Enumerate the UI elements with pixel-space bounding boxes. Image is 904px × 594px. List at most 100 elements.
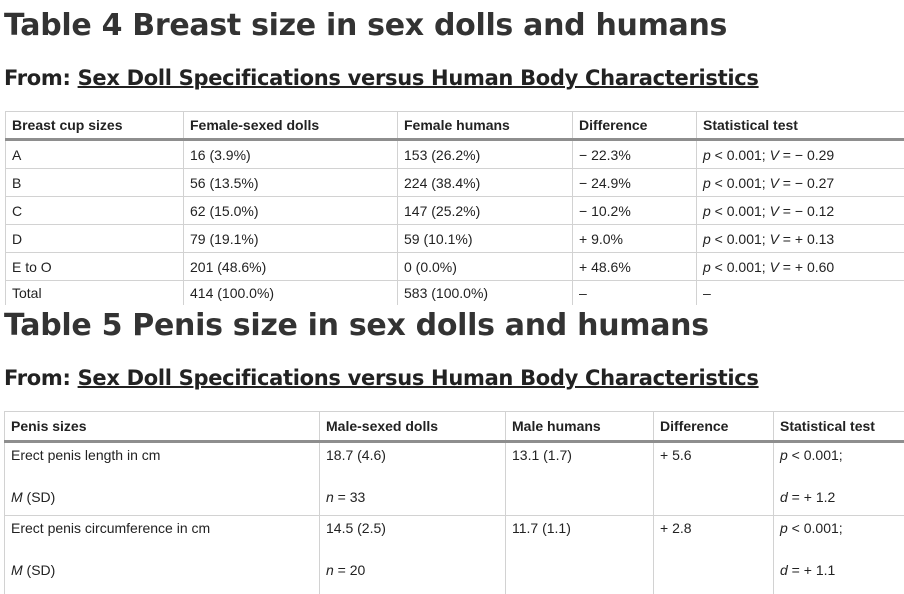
humans-cell: 13.1 (1.7)	[505, 441, 654, 516]
difference-cell: − 24.9%	[572, 168, 697, 197]
p-value: < 0.001;	[710, 230, 770, 247]
m-symbol: M	[11, 562, 23, 578]
p-value: < 0.001;	[710, 202, 770, 219]
statistical-test-cell: p < 0.001; d = + 1.1	[773, 515, 904, 594]
column-header: Difference	[653, 411, 774, 443]
table-header-row: Breast cup sizes Female-sexed dolls Fema…	[5, 111, 904, 141]
v-symbol: V	[769, 146, 779, 163]
dolls-value: 18.7 (4.6)	[326, 447, 386, 463]
table4-title: Table 4 Breast size in sex dolls and hum…	[4, 8, 728, 43]
humans-cell: 153 (26.2%)	[397, 139, 573, 169]
column-header: Male humans	[505, 411, 654, 443]
v-value: = − 0.12	[778, 202, 835, 219]
p-symbol: p	[703, 202, 711, 219]
dolls-value: 14.5 (2.5)	[326, 520, 386, 536]
d-value: = + 1.1	[787, 562, 836, 578]
table4-source: From: Sex Doll Specifications versus Hum…	[4, 66, 759, 90]
difference-cell: –	[572, 280, 697, 305]
n-value: = 20	[333, 562, 366, 578]
humans-cell: 147 (25.2%)	[397, 196, 573, 225]
column-header: Female-sexed dolls	[183, 111, 398, 141]
humans-cell: 59 (10.1%)	[397, 224, 573, 253]
column-header: Statistical test	[696, 111, 904, 141]
dolls-cell: 56 (13.5%)	[183, 168, 398, 197]
measure-stat-label: M (SD)	[11, 562, 313, 578]
cup-size-cell: E to O	[5, 252, 184, 281]
v-value: = + 0.13	[778, 230, 835, 247]
v-value: = − 0.29	[778, 146, 835, 163]
column-header: Breast cup sizes	[5, 111, 184, 141]
p-value: < 0.001;	[710, 146, 770, 163]
sd-label: (SD)	[22, 489, 56, 505]
table-row: C 62 (15.0%) 147 (25.2%) − 10.2% p < 0.0…	[5, 196, 904, 225]
from-label: From:	[4, 66, 71, 90]
table5-source: From: Sex Doll Specifications versus Hum…	[4, 366, 759, 390]
sd-label: (SD)	[22, 562, 56, 578]
statistical-test-cell: p < 0.001; V = − 0.29	[696, 139, 904, 169]
v-symbol: V	[769, 202, 779, 219]
measure-cell: Erect penis length in cm M (SD)	[4, 441, 320, 516]
column-header: Male-sexed dolls	[319, 411, 506, 443]
table-row: A 16 (3.9%) 153 (26.2%) − 22.3% p < 0.00…	[5, 139, 904, 169]
d-value: = + 1.2	[787, 489, 836, 505]
column-header: Female humans	[397, 111, 573, 141]
article-link[interactable]: Sex Doll Specifications versus Human Bod…	[77, 66, 759, 90]
difference-cell: − 22.3%	[572, 139, 697, 169]
dolls-n: n = 20	[326, 562, 499, 578]
column-header: Penis sizes	[4, 411, 320, 443]
v-symbol: V	[769, 174, 779, 191]
measure-label: Erect penis length in cm	[11, 447, 161, 463]
difference-cell: − 10.2%	[572, 196, 697, 225]
p-symbol: p	[703, 258, 711, 275]
p-symbol: p	[703, 146, 711, 163]
n-symbol: n	[326, 489, 334, 505]
dolls-cell: 414 (100.0%)	[183, 280, 398, 305]
table-header-row: Penis sizes Male-sexed dolls Male humans…	[4, 411, 904, 443]
from-label: From:	[4, 366, 71, 390]
table-row: Erect penis length in cm M (SD) 18.7 (4.…	[4, 441, 904, 516]
measure-stat-label: M (SD)	[11, 489, 313, 505]
breast-size-table: Breast cup sizes Female-sexed dolls Fema…	[5, 111, 904, 305]
difference-cell: + 5.6	[653, 441, 774, 516]
total-label: Total	[5, 280, 184, 305]
difference-cell: + 48.6%	[572, 252, 697, 281]
table-row: Erect penis circumference in cm M (SD) 1…	[4, 515, 904, 594]
humans-cell: 583 (100.0%)	[397, 280, 573, 305]
v-value: = − 0.27	[778, 174, 835, 191]
statistical-test-cell: p < 0.001; V = + 0.60	[696, 252, 904, 281]
v-symbol: V	[769, 230, 779, 247]
statistical-test-cell: p < 0.001; V = − 0.27	[696, 168, 904, 197]
p-value: < 0.001;	[787, 520, 843, 536]
n-symbol: n	[326, 562, 334, 578]
table-row: D 79 (19.1%) 59 (10.1%) + 9.0% p < 0.001…	[5, 224, 904, 253]
table-row: B 56 (13.5%) 224 (38.4%) − 24.9% p < 0.0…	[5, 168, 904, 197]
dolls-cell: 14.5 (2.5) n = 20	[319, 515, 506, 594]
difference-cell: + 9.0%	[572, 224, 697, 253]
column-header: Statistical test	[773, 411, 904, 443]
p-value: < 0.001;	[710, 258, 770, 275]
dolls-cell: 18.7 (4.6) n = 33	[319, 441, 506, 516]
statistical-test-cell: –	[696, 280, 904, 305]
statistical-test-cell: p < 0.001; V = + 0.13	[696, 224, 904, 253]
n-value: = 33	[333, 489, 366, 505]
p-line: p < 0.001;	[780, 520, 902, 536]
dolls-cell: 62 (15.0%)	[183, 196, 398, 225]
penis-size-table: Penis sizes Male-sexed dolls Male humans…	[4, 411, 904, 594]
p-symbol: p	[703, 230, 711, 247]
d-symbol: d	[780, 489, 788, 505]
cup-size-cell: A	[5, 139, 184, 169]
p-symbol: p	[703, 174, 711, 191]
cup-size-cell: D	[5, 224, 184, 253]
humans-cell: 224 (38.4%)	[397, 168, 573, 197]
total-row: Total 414 (100.0%) 583 (100.0%) – –	[5, 280, 904, 305]
dolls-cell: 201 (48.6%)	[183, 252, 398, 281]
v-symbol: V	[769, 258, 779, 275]
p-value: < 0.001;	[787, 447, 843, 463]
d-line: d = + 1.1	[780, 562, 902, 578]
p-symbol: p	[780, 447, 788, 463]
statistical-test-cell: p < 0.001; d = + 1.2	[773, 441, 904, 516]
v-value: = + 0.60	[778, 258, 835, 275]
p-line: p < 0.001;	[780, 447, 902, 463]
article-link[interactable]: Sex Doll Specifications versus Human Bod…	[77, 366, 759, 390]
p-symbol: p	[780, 520, 788, 536]
